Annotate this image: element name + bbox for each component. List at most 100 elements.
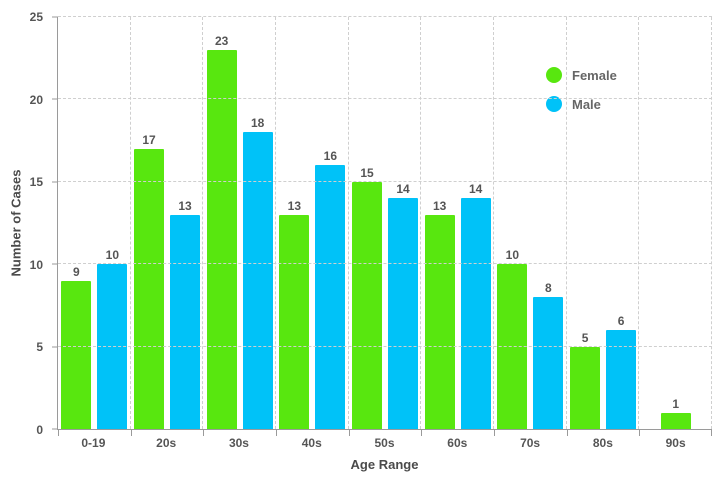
bar-wrap: 14 [460, 17, 491, 429]
bar-group-60s: 13 14 [421, 17, 494, 429]
bar-wrap: 13 [170, 17, 200, 429]
bar-female-40s [279, 214, 310, 429]
h-gridline [58, 345, 712, 347]
bar-wrap: 5 [570, 17, 601, 429]
y-tick-label: 15 [29, 175, 43, 190]
bar-value-label: 5 [581, 330, 589, 345]
bar-value-label: 13 [178, 198, 192, 213]
y-tick-mark [52, 263, 58, 265]
y-tick-label: 20 [29, 92, 43, 107]
bar-group-0-19: 9 10 [58, 17, 131, 429]
v-gridline [711, 17, 712, 429]
bar-female-20s [134, 148, 164, 429]
x-tick-mark [711, 430, 712, 436]
v-gridline [274, 17, 276, 429]
y-axis-tick-labels: 0 5 10 15 20 25 [0, 10, 50, 437]
x-tick-label-60s: 60s [447, 436, 468, 450]
bar-group-40s: 13 16 [276, 17, 349, 429]
x-tick-mark [421, 430, 423, 436]
bar-male-60s [460, 198, 491, 429]
bar-value-label: 13 [433, 198, 447, 213]
h-gridline [58, 180, 712, 182]
x-tick-label-50s: 50s [374, 436, 395, 450]
bar-value-label: 9 [72, 264, 80, 279]
bar-value-label: 10 [105, 248, 119, 263]
y-tick-label: 0 [36, 423, 43, 437]
bar-male-40s [315, 165, 346, 429]
x-tick-label-80s: 80s [592, 436, 613, 450]
x-tick-mark [566, 430, 568, 436]
bar-female-90s [660, 412, 691, 429]
bar-value-label: 8 [545, 281, 552, 296]
legend-item-male: Male [546, 96, 617, 112]
x-axis-title: Age Range [350, 457, 419, 472]
h-gridline [58, 98, 712, 100]
y-tick-label: 25 [29, 10, 43, 24]
bar-female-80s [570, 346, 601, 429]
bar-male-70s [533, 297, 564, 429]
bar-male-30s [242, 132, 273, 429]
bar-wrap: 16 [315, 17, 346, 429]
bar-value-label: 15 [360, 165, 374, 180]
x-tick-label-40s: 40s [301, 436, 322, 450]
x-tick-mark [58, 430, 59, 436]
bar-wrap: 13 [424, 17, 455, 429]
bar-wrap: 8 [533, 17, 564, 429]
bar-wrap: 10 [497, 17, 528, 429]
y-tick-mark [52, 181, 58, 183]
y-tick-label: 5 [36, 340, 43, 355]
bar-value-label: 23 [214, 33, 229, 48]
x-tick-label-70s: 70s [520, 436, 541, 450]
legend-item-female: Female [546, 67, 617, 83]
x-tick-label-90s: 90s [665, 436, 686, 450]
bar-value-label: 16 [323, 149, 338, 164]
v-gridline [565, 17, 567, 429]
legend: Female Male [546, 67, 617, 112]
bar-wrap: 10 [97, 17, 128, 429]
bar-group-20s: 17 13 [131, 17, 204, 429]
v-gridline [420, 17, 422, 429]
x-tick-mark [348, 430, 350, 436]
h-gridline [58, 263, 712, 265]
v-gridline [347, 17, 349, 429]
v-gridline [129, 17, 131, 429]
x-tick-mark [276, 430, 277, 436]
x-tick-label-20s: 20s [156, 436, 177, 450]
x-tick-mark [130, 430, 132, 436]
bar-group-90s: 1 [639, 17, 712, 429]
y-tick-mark [52, 98, 58, 100]
x-tick-mark [639, 430, 641, 436]
x-tick-label-30s: 30s [228, 436, 249, 450]
y-tick-mark [52, 346, 58, 348]
v-gridline [492, 17, 494, 429]
bar-wrap: 23 [206, 17, 237, 429]
bar-male-20s [170, 214, 200, 429]
bar-value-label: 1 [672, 396, 680, 411]
y-tick-mark [52, 428, 58, 430]
legend-swatch-icon [546, 67, 562, 83]
bar-group-30s: 23 18 [203, 17, 276, 429]
plot-area: 9 10 17 13 23 18 13 16 15 14 13 14 10 8 5 6 1 Female Male [52, 16, 712, 436]
bar-wrap: 17 [134, 17, 164, 429]
x-tick-mark [494, 430, 495, 436]
bar-wrap: 15 [352, 17, 383, 429]
bar-wrap: 18 [242, 17, 273, 429]
x-axis-tick-labels: 0-19 20s 30s 40s 50s 60s 70s 80s 90s [57, 436, 712, 450]
bar-value-label: 13 [287, 198, 302, 213]
bar-female-30s [206, 49, 237, 429]
y-tick-mark [52, 16, 58, 18]
bar-female-60s [424, 214, 455, 429]
x-tick-label-0-19: 0-19 [81, 436, 106, 450]
bar-wrap: 14 [388, 17, 419, 429]
v-gridline [638, 17, 640, 429]
legend-label: Female [572, 67, 617, 83]
bar-value-label: 6 [617, 314, 625, 329]
bar-female-50s [352, 181, 383, 429]
v-gridline [202, 17, 204, 429]
bar-wrap: 9 [61, 17, 92, 429]
bar-value-label: 18 [250, 116, 265, 131]
legend-label: Male [572, 96, 601, 112]
bar-groups: 9 10 17 13 23 18 13 16 15 14 13 14 10 8 5 6 1 [58, 17, 712, 429]
x-tick-mark [203, 430, 205, 436]
